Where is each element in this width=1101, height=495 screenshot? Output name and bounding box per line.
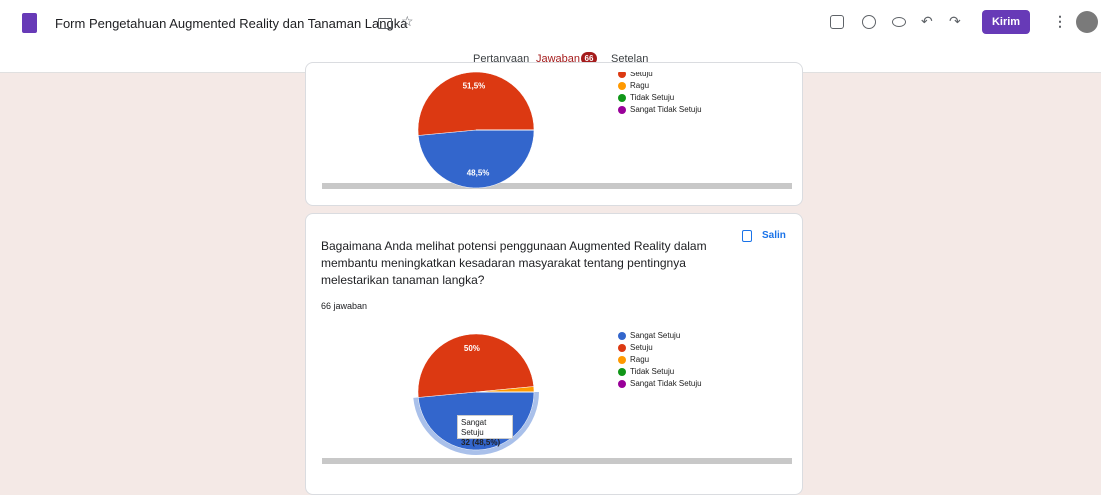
tooltip-text: 32 (48,5%) [461,438,509,448]
palette-icon[interactable] [862,15,876,29]
legend-dot [618,368,626,376]
slice-label: 50% [464,344,480,353]
avatar[interactable] [1076,11,1098,33]
slice-label: 48,5% [467,169,490,178]
page: Form Pengetahuan Augmented Reality dan T… [0,0,1101,477]
send-button[interactable]: Kirim [982,10,1030,34]
legend-dot [618,94,626,102]
form-icon[interactable] [22,13,37,33]
legend-label: Ragu [630,355,649,364]
legend-dot [618,82,626,90]
legend-label: Tidak Setuju [630,367,674,376]
form-title: Form Pengetahuan Augmented Reality dan T… [55,16,407,31]
pie-slice [418,130,534,188]
tooltip-title: Sangat Setuju [461,418,509,438]
legend-dot [618,356,626,364]
legend-label: Setuju [630,343,653,352]
redo-icon[interactable]: ↷ [949,13,961,30]
charts: 48,5% 51,5% Setuju Ragu Tidak Setuju Sangat T… [0,72,1101,477]
legend-dot [618,106,626,114]
legend-label: Sangat Setuju [630,331,680,340]
legend-dot [618,332,626,340]
preview-icon[interactable] [892,17,906,27]
header: Form Pengetahuan Augmented Reality dan T… [0,0,1101,45]
star-icon[interactable]: ☆ [401,13,414,30]
tooltip: Sangat Setuju 32 (48,5%) [457,415,513,439]
chart-layer: 48,5% 51,5% Setuju Ragu Tidak Setuju Sangat T… [0,72,1101,477]
legend-dot [618,344,626,352]
legend-label: Tidak Setuju [630,93,674,102]
addon-icon[interactable] [830,15,844,29]
legend-label: Ragu [630,81,649,90]
legend-label: Setuju [630,72,653,78]
legend-dot [618,380,626,388]
slice-label: 51,5% [463,82,486,91]
legend-label: Sangat Tidak Setuju [630,379,702,388]
folder-icon[interactable] [378,18,392,29]
legend-dot [618,72,626,78]
legend-label: Sangat Tidak Setuju [630,105,702,114]
more-icon[interactable]: ⋮ [1053,13,1067,30]
undo-icon[interactable]: ↶ [921,13,933,30]
